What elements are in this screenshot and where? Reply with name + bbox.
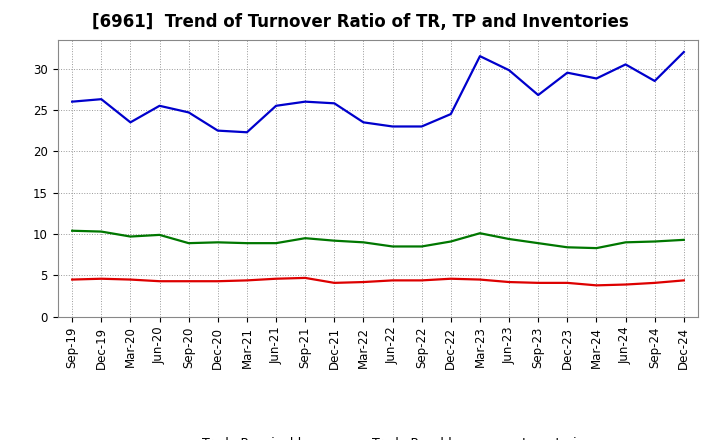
Trade Receivables — [534, 280, 543, 286]
Inventories — [301, 235, 310, 241]
Inventories — [184, 241, 193, 246]
Line: Trade Payables: Trade Payables — [72, 52, 684, 132]
Trade Payables — [621, 62, 630, 67]
Trade Payables — [446, 111, 455, 117]
Trade Receivables — [418, 278, 426, 283]
Trade Payables — [388, 124, 397, 129]
Trade Payables — [243, 130, 251, 135]
Line: Inventories: Inventories — [72, 231, 684, 248]
Trade Receivables — [184, 279, 193, 284]
Text: [6961]  Trend of Turnover Ratio of TR, TP and Inventories: [6961] Trend of Turnover Ratio of TR, TP… — [91, 13, 629, 31]
Inventories — [476, 231, 485, 236]
Trade Payables — [563, 70, 572, 75]
Inventories — [446, 239, 455, 244]
Trade Payables — [330, 101, 338, 106]
Trade Payables — [126, 120, 135, 125]
Trade Payables — [680, 49, 688, 55]
Trade Receivables — [563, 280, 572, 286]
Trade Payables — [97, 96, 106, 102]
Trade Payables — [534, 92, 543, 98]
Inventories — [156, 232, 164, 238]
Inventories — [243, 241, 251, 246]
Trade Payables — [592, 76, 600, 81]
Trade Receivables — [388, 278, 397, 283]
Trade Payables — [418, 124, 426, 129]
Trade Receivables — [446, 276, 455, 281]
Trade Receivables — [213, 279, 222, 284]
Inventories — [330, 238, 338, 243]
Inventories — [68, 228, 76, 233]
Trade Receivables — [359, 279, 368, 285]
Trade Receivables — [126, 277, 135, 282]
Trade Receivables — [301, 275, 310, 281]
Trade Payables — [650, 78, 659, 84]
Inventories — [621, 240, 630, 245]
Trade Payables — [213, 128, 222, 133]
Line: Trade Receivables: Trade Receivables — [72, 278, 684, 286]
Trade Receivables — [156, 279, 164, 284]
Inventories — [563, 245, 572, 250]
Inventories — [126, 234, 135, 239]
Trade Payables — [184, 110, 193, 115]
Trade Payables — [68, 99, 76, 104]
Trade Payables — [476, 54, 485, 59]
Inventories — [97, 229, 106, 234]
Trade Receivables — [330, 280, 338, 286]
Trade Payables — [156, 103, 164, 108]
Inventories — [271, 241, 280, 246]
Trade Receivables — [680, 278, 688, 283]
Trade Receivables — [243, 278, 251, 283]
Trade Receivables — [592, 283, 600, 288]
Inventories — [650, 239, 659, 244]
Inventories — [505, 236, 513, 242]
Inventories — [359, 240, 368, 245]
Inventories — [418, 244, 426, 249]
Legend: Trade Receivables, Trade Payables, Inventories: Trade Receivables, Trade Payables, Inven… — [159, 432, 597, 440]
Trade Payables — [301, 99, 310, 104]
Inventories — [213, 240, 222, 245]
Inventories — [680, 237, 688, 242]
Inventories — [592, 246, 600, 251]
Trade Receivables — [97, 276, 106, 281]
Inventories — [388, 244, 397, 249]
Trade Receivables — [68, 277, 76, 282]
Trade Receivables — [271, 276, 280, 281]
Trade Receivables — [505, 279, 513, 285]
Trade Receivables — [650, 280, 659, 286]
Trade Receivables — [621, 282, 630, 287]
Trade Payables — [271, 103, 280, 108]
Trade Payables — [359, 120, 368, 125]
Trade Receivables — [476, 277, 485, 282]
Trade Payables — [505, 68, 513, 73]
Inventories — [534, 241, 543, 246]
